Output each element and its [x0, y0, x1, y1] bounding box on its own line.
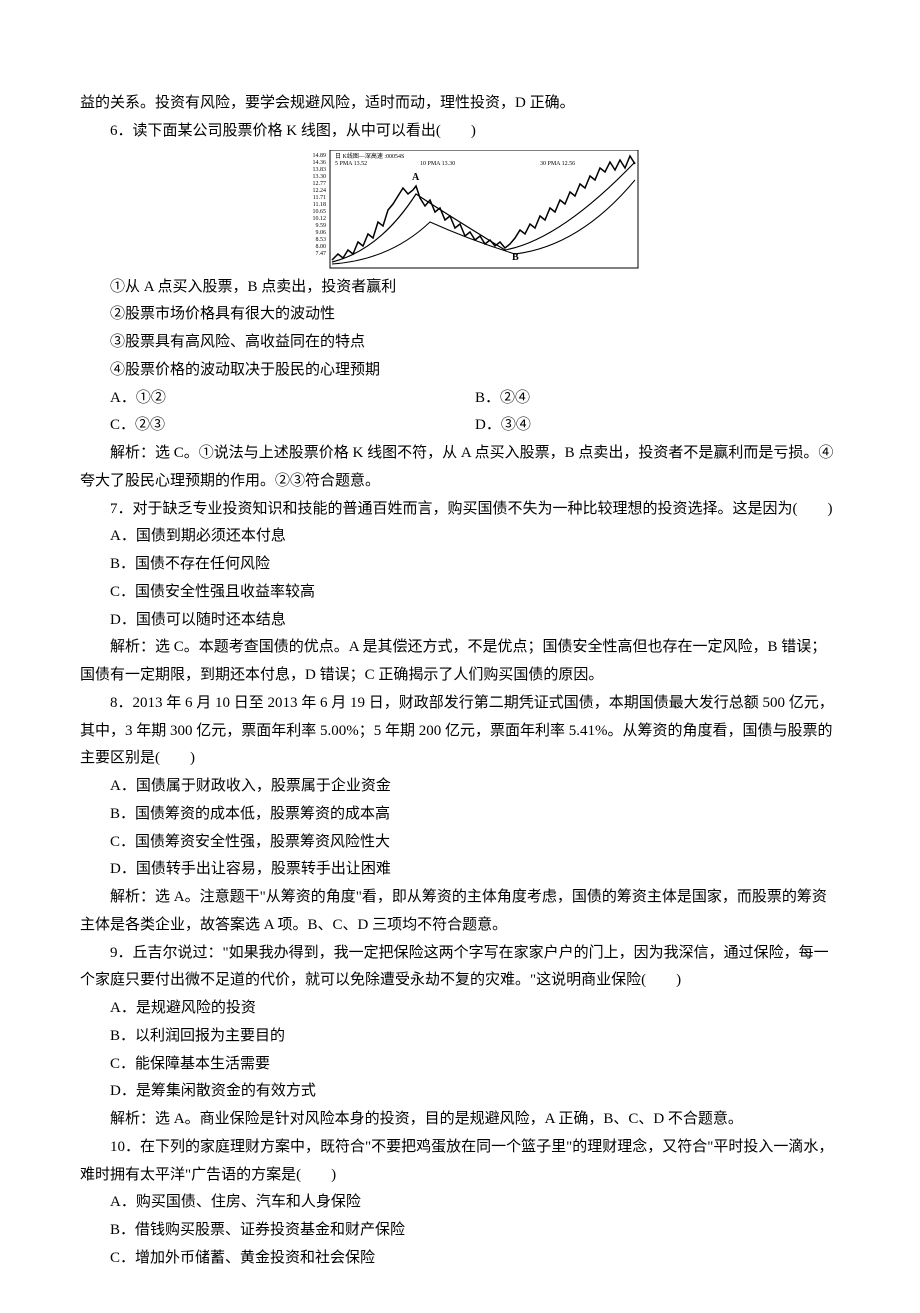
- q9-answer: 解析：选 A。商业保险是针对风险本身的投资，目的是规避风险，A 正确，B、C、D…: [80, 1106, 840, 1134]
- q6-option-c: C．②③: [110, 412, 475, 440]
- q6-option-d: D．③④: [475, 412, 840, 440]
- ylabel: 9.59: [316, 223, 327, 229]
- chart-point-a: A: [412, 172, 420, 183]
- ylabel: 11.71: [313, 195, 326, 201]
- ylabel: 13.30: [313, 174, 327, 180]
- chart-title: 日 K线图—深高速 :00054S: [335, 152, 404, 160]
- q6-answer: 解析：选 C。①说法与上述股票价格 K 线图不符，从 A 点买入股票，B 点卖出…: [80, 440, 840, 496]
- ylabel: 13.83: [313, 167, 327, 173]
- chart-legend: 10 PMA 13.30: [420, 161, 455, 167]
- q7-answer: 解析：选 C。本题考查国债的优点。A 是其偿还方式，不是优点；国债安全性高但也存…: [80, 634, 840, 690]
- q10-option-c: C．增加外币储蓄、黄金投资和社会保险: [80, 1245, 840, 1273]
- chart-point-b: B: [512, 252, 519, 263]
- q6-option-a: A．①②: [110, 385, 475, 413]
- q10-option-b: B．借钱购买股票、证券投资基金和财产保险: [80, 1217, 840, 1245]
- q8-stem: 8．2013 年 6 月 10 日至 2013 年 6 月 19 日，财政部发行…: [80, 690, 840, 773]
- q5-answer-tail: 益的关系。投资有风险，要学会规避风险，适时而动，理性投资，D 正确。: [80, 90, 840, 118]
- q8-option-b: B．国债筹资的成本低，股票筹资的成本高: [80, 801, 840, 829]
- ylabel: 11.18: [313, 202, 326, 208]
- q9-option-c: C．能保障基本生活需要: [80, 1051, 840, 1079]
- q6-option-b: B．②④: [475, 385, 840, 413]
- q10-stem: 10．在下列的家庭理财方案中，既符合"不要把鸡蛋放在同一个篮子里"的理财理念，又…: [80, 1134, 840, 1190]
- q8-option-a: A．国债属于财政收入，股票属于企业资金: [80, 773, 840, 801]
- ylabel: 10.12: [313, 216, 327, 222]
- q10-option-a: A．购买国债、住房、汽车和人身保险: [80, 1189, 840, 1217]
- q8-option-d: D．国债转手出让容易，股票转手出让困难: [80, 856, 840, 884]
- q9-option-d: D．是筹集闲散资金的有效方式: [80, 1078, 840, 1106]
- q9-option-a: A．是规避风险的投资: [80, 995, 840, 1023]
- chart-legend: 5 PMA 13.52: [335, 161, 367, 167]
- q7-option-d: D．国债可以随时还本结息: [80, 607, 840, 635]
- q6-item: ③股票具有高风险、高收益同在的特点: [80, 329, 840, 357]
- q6-item: ④股票价格的波动取决于股民的心理预期: [80, 357, 840, 385]
- q7-option-b: B．国债不存在任何风险: [80, 551, 840, 579]
- ylabel: 12.77: [313, 181, 327, 187]
- q9-option-b: B．以利润回报为主要目的: [80, 1023, 840, 1051]
- ylabel: 8.53: [316, 237, 327, 243]
- q6-item: ②股票市场价格具有很大的波动性: [80, 301, 840, 329]
- ylabel: 8.00: [316, 244, 327, 250]
- q6-item: ①从 A 点买入股票，B 点卖出，投资者赢利: [80, 274, 840, 302]
- ylabel: 10.65: [313, 209, 327, 215]
- q6-kline-chart: 14.89 14.36 13.83 13.30 12.77 12.24 11.7…: [280, 150, 640, 270]
- q7-option-c: C．国债安全性强且收益率较高: [80, 579, 840, 607]
- q8-option-c: C．国债筹资安全性强，股票筹资风险性大: [80, 829, 840, 857]
- q7-stem: 7．对于缺乏专业投资知识和技能的普通百姓而言，购买国债不失为一种比较理想的投资选…: [80, 496, 840, 524]
- q6-stem: 6．读下面某公司股票价格 K 线图，从中可以看出( ): [80, 118, 840, 146]
- q7-option-a: A．国债到期必须还本付息: [80, 523, 840, 551]
- ylabel: 9.06: [316, 230, 327, 236]
- ylabel: 12.24: [313, 188, 327, 194]
- ylabel: 7.47: [316, 251, 327, 257]
- ylabel: 14.89: [313, 153, 327, 159]
- q8-answer: 解析：选 A。注意题干"从筹资的角度"看，即从筹资的主体角度考虑，国债的筹资主体…: [80, 884, 840, 940]
- q9-stem: 9．丘吉尔说过："如果我办得到，我一定把保险这两个字写在家家户户的门上，因为我深…: [80, 940, 840, 996]
- ylabel: 14.36: [313, 160, 327, 166]
- chart-legend: 30 PMA 12.56: [540, 161, 575, 167]
